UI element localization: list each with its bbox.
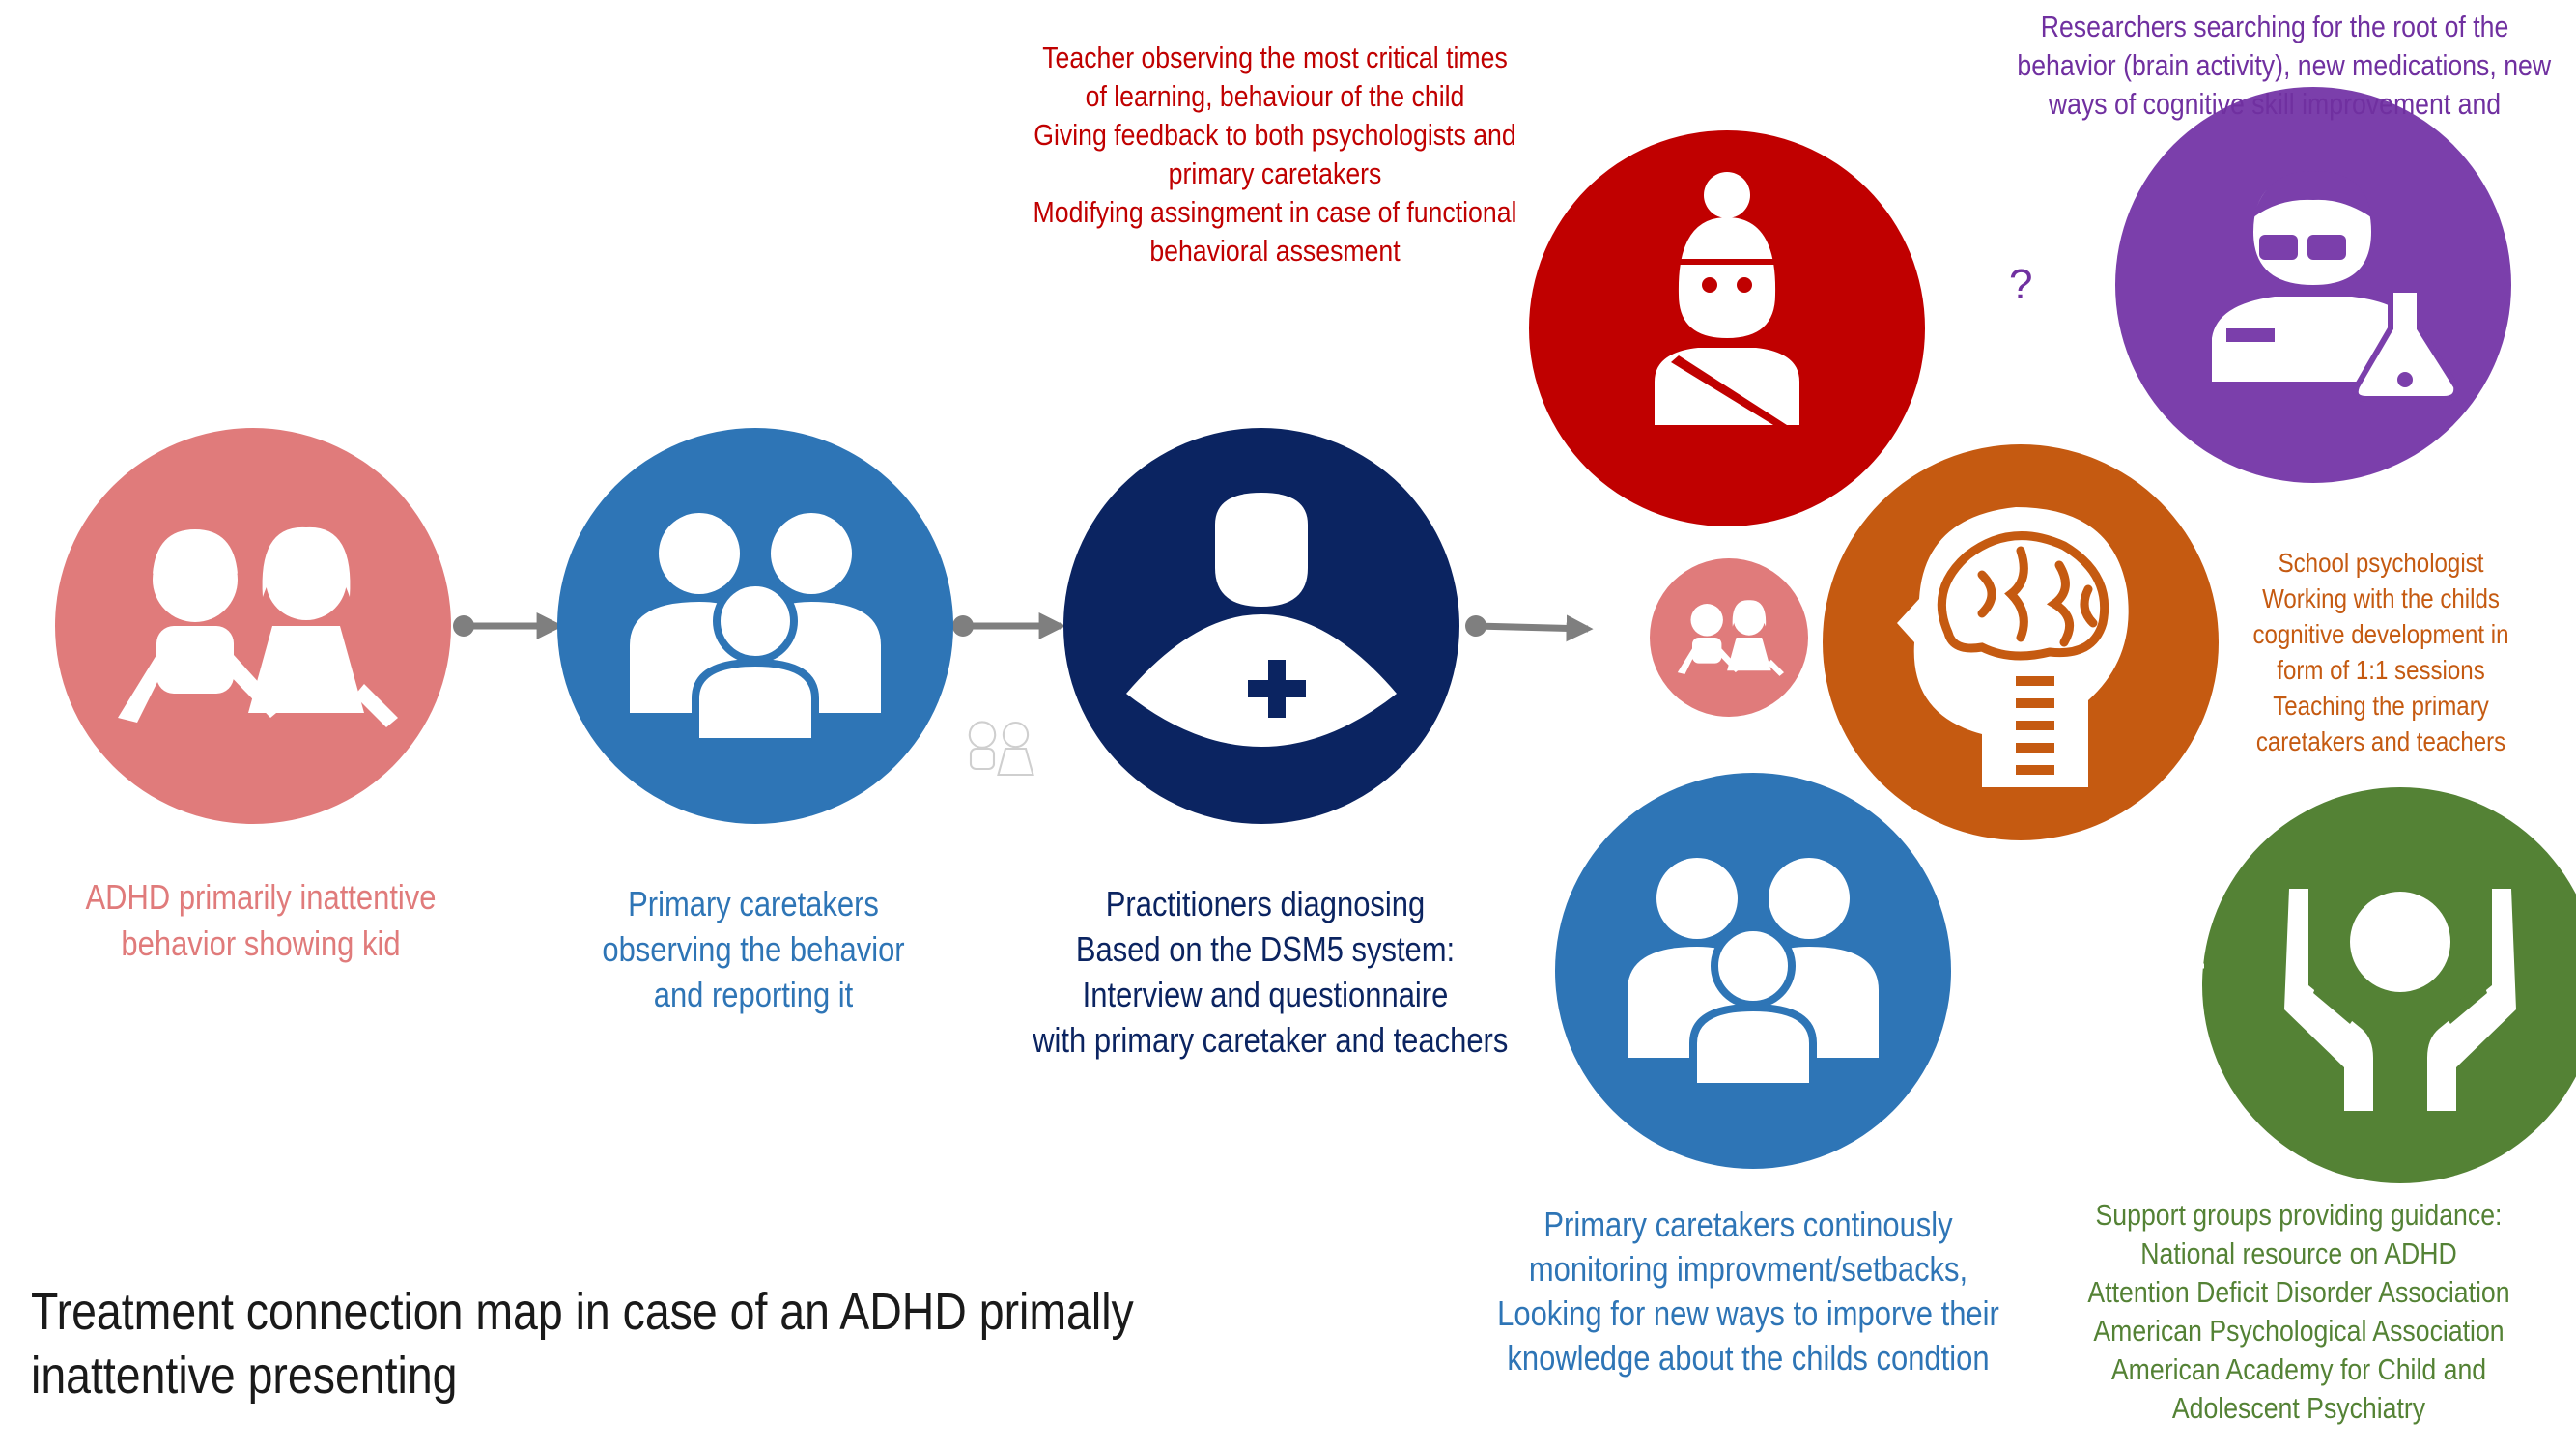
label-line: School psychologist	[2278, 548, 2484, 578]
connector-kid-to-caretakers	[453, 612, 564, 639]
node-practitioner	[1063, 428, 1459, 824]
connector-caretakers-to-practitioner	[952, 612, 1066, 639]
node-caretakers	[557, 428, 953, 824]
label-line: ways of cognitive skill improvement and	[2048, 87, 2502, 121]
label-line: Modifying assingment in case of function…	[1033, 195, 1517, 229]
label-line: ADHD primarily inattentive	[85, 877, 437, 917]
label-line: American Psychological Association	[2093, 1314, 2505, 1348]
children-icon	[118, 526, 398, 727]
label-line: with primary caretaker and teachers	[1033, 1020, 1509, 1060]
node-support	[2124, 787, 2576, 1183]
label-line: observing the behavior	[602, 929, 905, 969]
label-line: Teacher observing the most critical time…	[1042, 41, 1508, 74]
label-line: Adolescent Psychiatry	[2171, 1391, 2426, 1425]
connector-practitioner-to-team	[1465, 614, 1594, 642]
question-mark: ?	[2009, 261, 2033, 308]
label-line: Attention Deficit Disorder Association	[2087, 1275, 2510, 1309]
label-practitioner: Practitioners diagnosing Based on the DS…	[1033, 881, 1509, 1063]
family-icon	[630, 513, 881, 746]
node-caretakers-monitor	[1555, 773, 1951, 1169]
label-researchers: Researchers searching for the root of th…	[2017, 8, 2552, 124]
label-psychologist: School psychologist Working with the chi…	[2244, 545, 2518, 759]
scientist-icon	[2212, 171, 2460, 402]
label-line: National resource on ADHD	[2140, 1236, 2457, 1270]
label-line: and reporting it	[653, 975, 854, 1014]
label-caretakers: Primary caretakers observing the behavio…	[571, 881, 936, 1017]
page-title: Treatment connection map in case of an A…	[31, 1283, 1134, 1405]
label-line: Practitioners diagnosing	[1105, 884, 1426, 923]
label-line: primary caretakers	[1168, 156, 1382, 190]
doctor-icon	[1126, 493, 1397, 747]
label-caretakers-monitor: Primary caretakers continously monitorin…	[1490, 1203, 2005, 1380]
label-line: Primary caretakers continously	[1543, 1205, 1953, 1244]
label-line: knowledge about the childs condtion	[1507, 1338, 1990, 1378]
label-line: of learning, behaviour of the child	[1085, 79, 1465, 113]
label-line: Giving feedback to both psychologists an…	[1033, 118, 1516, 152]
label-support: Support groups providing guidance: Natio…	[2066, 1196, 2532, 1428]
node-researchers	[2115, 87, 2511, 483]
node-psychologist	[1823, 444, 2219, 840]
label-line: form of 1:1 sessions	[2277, 655, 2485, 685]
brain-head-icon	[1897, 507, 2129, 787]
label-line: behavioral assesment	[1149, 234, 1401, 268]
support-hands-icon	[2284, 889, 2516, 1111]
label-line: Interview and questionnaire	[1082, 975, 1449, 1014]
label-line: Researchers searching for the root of th…	[2040, 10, 2509, 43]
label-line: caretakers and teachers	[2255, 726, 2506, 756]
node-kid	[55, 428, 451, 824]
support-connector	[2124, 955, 2204, 977]
label-line: Looking for new ways to imporve their	[1497, 1293, 1999, 1333]
label-line: behavior (brain activity), new medicatio…	[2017, 48, 2552, 82]
label-line: behavior showing kid	[121, 923, 401, 963]
teacher-icon	[1655, 172, 1799, 425]
label-line: Working with the childs	[2262, 583, 2500, 613]
label-line: Primary caretakers	[628, 884, 879, 923]
node-child-small	[1650, 558, 1808, 717]
label-line: Support groups providing guidance:	[2095, 1198, 2503, 1232]
family-icon-monitor	[1628, 858, 1879, 1091]
label-teacher: Teacher observing the most critical time…	[1017, 39, 1532, 270]
label-line: cognitive development in	[2252, 619, 2509, 649]
label-line: monitoring improvment/setbacks,	[1528, 1249, 1968, 1289]
children-outline-icon	[968, 721, 1034, 777]
label-line: American Academy for Child and	[2110, 1352, 2487, 1386]
label-kid: ADHD primarily inattentive behavior show…	[70, 874, 452, 967]
label-line: Based on the DSM5 system:	[1075, 929, 1456, 969]
label-line: Teaching the primary	[2273, 691, 2489, 721]
node-teacher	[1529, 130, 1925, 526]
children-icon-small	[1677, 600, 1784, 676]
